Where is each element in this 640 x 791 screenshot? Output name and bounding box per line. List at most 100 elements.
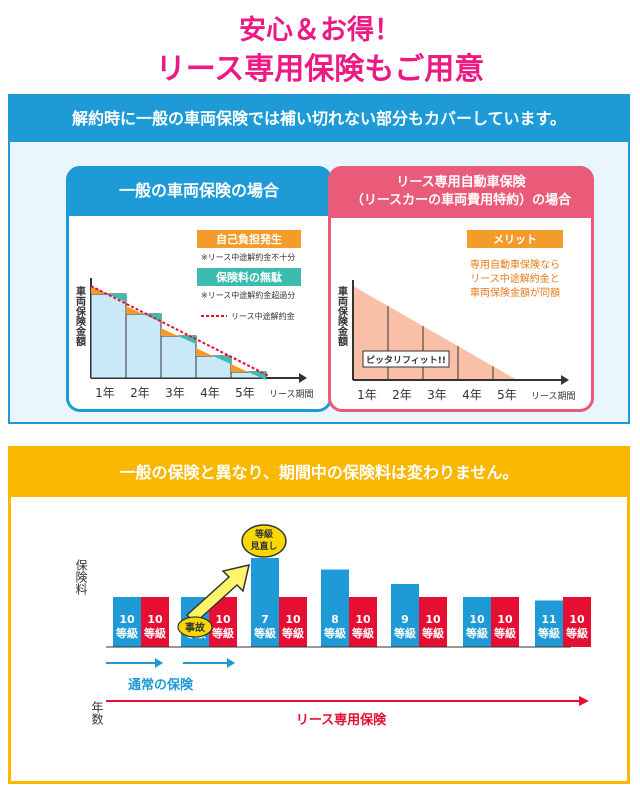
coverage-comparison-heading: 解約時に一般の車両保険では補い切れない部分もカバーしています。 (10, 96, 628, 142)
merit-line3: 車両保険金額が同額 (470, 286, 560, 299)
normal-grade-number: 9 (401, 613, 409, 626)
lease-grade-number: 10 (569, 613, 585, 626)
normal-grade-number: 7 (261, 613, 269, 626)
merit-badge-text: メリット (493, 233, 537, 246)
lease-insurance-diagram: 車両保険金額 ピッタリフィット!! メリット 専用自動車保険なら リース中途解約… (336, 230, 576, 402)
normal-grade-suffix: 等級 (465, 626, 488, 640)
normal-grade-suffix: 等級 (115, 626, 138, 640)
wasted-premium-area (108, 294, 126, 302)
premium-comparison-heading: 一般の保険と異なり、期間中の保険料は変わりません。 (11, 449, 627, 497)
normal-premium-bar (321, 569, 349, 647)
wasted-premium-area (213, 356, 231, 364)
lease-grade-suffix: 等級 (421, 626, 444, 640)
perfect-fit-label-box (362, 350, 450, 368)
lease-premium-bar (419, 597, 447, 647)
wasted-premium-area (178, 336, 196, 344)
lease-grade-number: 10 (147, 613, 163, 626)
lease-grade-suffix: 等級 (493, 626, 516, 640)
lease-grade-suffix: 等級 (143, 626, 166, 640)
wasted-premium-area (143, 314, 161, 322)
wasted-premium-area (248, 372, 266, 380)
year-labels: 1年 2年 3年 4年 5年 (357, 388, 517, 402)
premium-comparison-section: 一般の保険と異なり、期間中の保険料は変わりません。 保険料 年数 10 等級 10 等… (8, 446, 630, 784)
normal-arrow-1-head (155, 658, 163, 668)
normal-arrow-2-head (227, 658, 235, 668)
general-insurance-card: 一般の車両保険の場合 車両保険金額 自己負担発生 ※リース中途解約金不十分 保険… (66, 166, 332, 412)
step-blocks (90, 286, 267, 380)
lease-premium-bar (563, 597, 591, 647)
self-burden-area (91, 286, 108, 294)
normal-grade-suffix: 等級 (253, 626, 276, 640)
wasted-premium-badge (197, 268, 301, 286)
year-label: 5年 (497, 388, 517, 402)
self-burden-area (231, 364, 248, 372)
step-block (90, 293, 127, 379)
lease-grade-suffix: 等級 (565, 626, 588, 640)
lease-premium-bar (279, 597, 307, 647)
year-labels: 1年 2年 3年 4年 5年 (95, 386, 255, 400)
lease-grade-number: 10 (355, 613, 371, 626)
normal-grade-suffix: 等級 (323, 626, 346, 640)
coverage-comparison-section: 解約時に一般の車両保険では補い切れない部分もカバーしています。 一般の車両保険の… (8, 94, 630, 424)
lease-insurance-title: リース専用自動車保険 （リースカーの車両費用特約）の場合 (328, 166, 594, 218)
year-label: 2年 (392, 388, 412, 402)
year-label: 5年 (235, 386, 255, 400)
merit-line1: 専用自動車保険なら (470, 258, 560, 271)
self-burden-area (161, 328, 178, 336)
perfect-fit-label: ピッタリフィット!! (366, 354, 446, 366)
year-label: 4年 (462, 388, 482, 402)
lease-grade-number: 10 (425, 613, 441, 626)
accident-badge (177, 616, 213, 638)
review-arrow (185, 563, 251, 625)
general-insurance-diagram: 車両保険金額 自己負担発生 ※リース中途解約金不十分 保険料の無駄 ※リース中途… (74, 230, 314, 400)
normal-premium-bar (251, 558, 279, 647)
merit-line2: リース中途解約金と (470, 272, 560, 285)
premium-chart: 保険料 年数 10等級10等級10等級10等級7等級10等級8等級10等級9等級… (74, 524, 591, 728)
normal-premium-bar (113, 597, 141, 647)
normal-grade-number: 10 (469, 613, 485, 626)
year-label: 3年 (165, 386, 185, 400)
lease-premium-bar (141, 597, 169, 647)
normal-grade-suffix: 等級 (393, 626, 416, 640)
normal-premium-bar (391, 584, 419, 647)
normal-grade-number: 11 (541, 613, 556, 626)
lease-insurance-card: リース専用自動車保険 （リースカーの車両費用特約）の場合 車両保険金額 ピッタリ… (328, 166, 594, 412)
lease-premium-bar (491, 597, 519, 647)
normal-grade-number: 8 (331, 613, 339, 626)
lease-insurance-title-line2: （リースカーの車両費用特約）の場合 (350, 193, 572, 208)
grade-review-line1: 等級 (254, 528, 273, 540)
step-block (160, 335, 197, 379)
self-burden-note: ※リース中途解約金不十分 (201, 252, 295, 262)
lease-grade-number: 10 (497, 613, 513, 626)
lease-grade-suffix: 等級 (351, 626, 374, 640)
lease-grade-number: 10 (215, 613, 231, 626)
y-axis-label: 車両保険金額 (74, 285, 87, 347)
legend-text: リース中途解約金 (231, 311, 295, 321)
self-burden-text: 自己負担発生 (216, 232, 282, 246)
normal-grade-suffix: 等級 (537, 626, 560, 640)
normal-premium-bar (463, 597, 491, 647)
x-axis-label: リース期間 (269, 389, 314, 400)
lease-insurance-label: リース専用保険 (296, 712, 387, 728)
year-label: 1年 (357, 388, 377, 402)
year-label: 2年 (130, 386, 150, 400)
title-line-2: リース専用保険もご用意 (155, 52, 485, 87)
accident-label: 事故 (185, 621, 206, 634)
grade-review-bubble (241, 524, 287, 558)
lease-grade-number: 10 (285, 613, 301, 626)
y-axis-label: 車両保険金額 (336, 285, 349, 347)
x-axis-label: リース期間 (531, 391, 576, 402)
lease-grade-suffix: 等級 (211, 626, 234, 640)
general-insurance-title: 一般の車両保険の場合 (66, 166, 332, 216)
wasted-premium-text: 保険料の無駄 (215, 270, 283, 284)
lease-premium-bar (349, 597, 377, 647)
step-block (125, 313, 162, 379)
lease-arrow-head (579, 696, 589, 706)
x-axis-arrow (299, 373, 307, 383)
normal-premium-bar (535, 600, 563, 647)
normal-grade-number: 10 (119, 613, 135, 626)
merit-badge (467, 230, 563, 248)
y-axis-label: 保険料 (74, 559, 88, 595)
year-label: 4年 (200, 386, 220, 400)
self-burden-area (196, 348, 213, 356)
